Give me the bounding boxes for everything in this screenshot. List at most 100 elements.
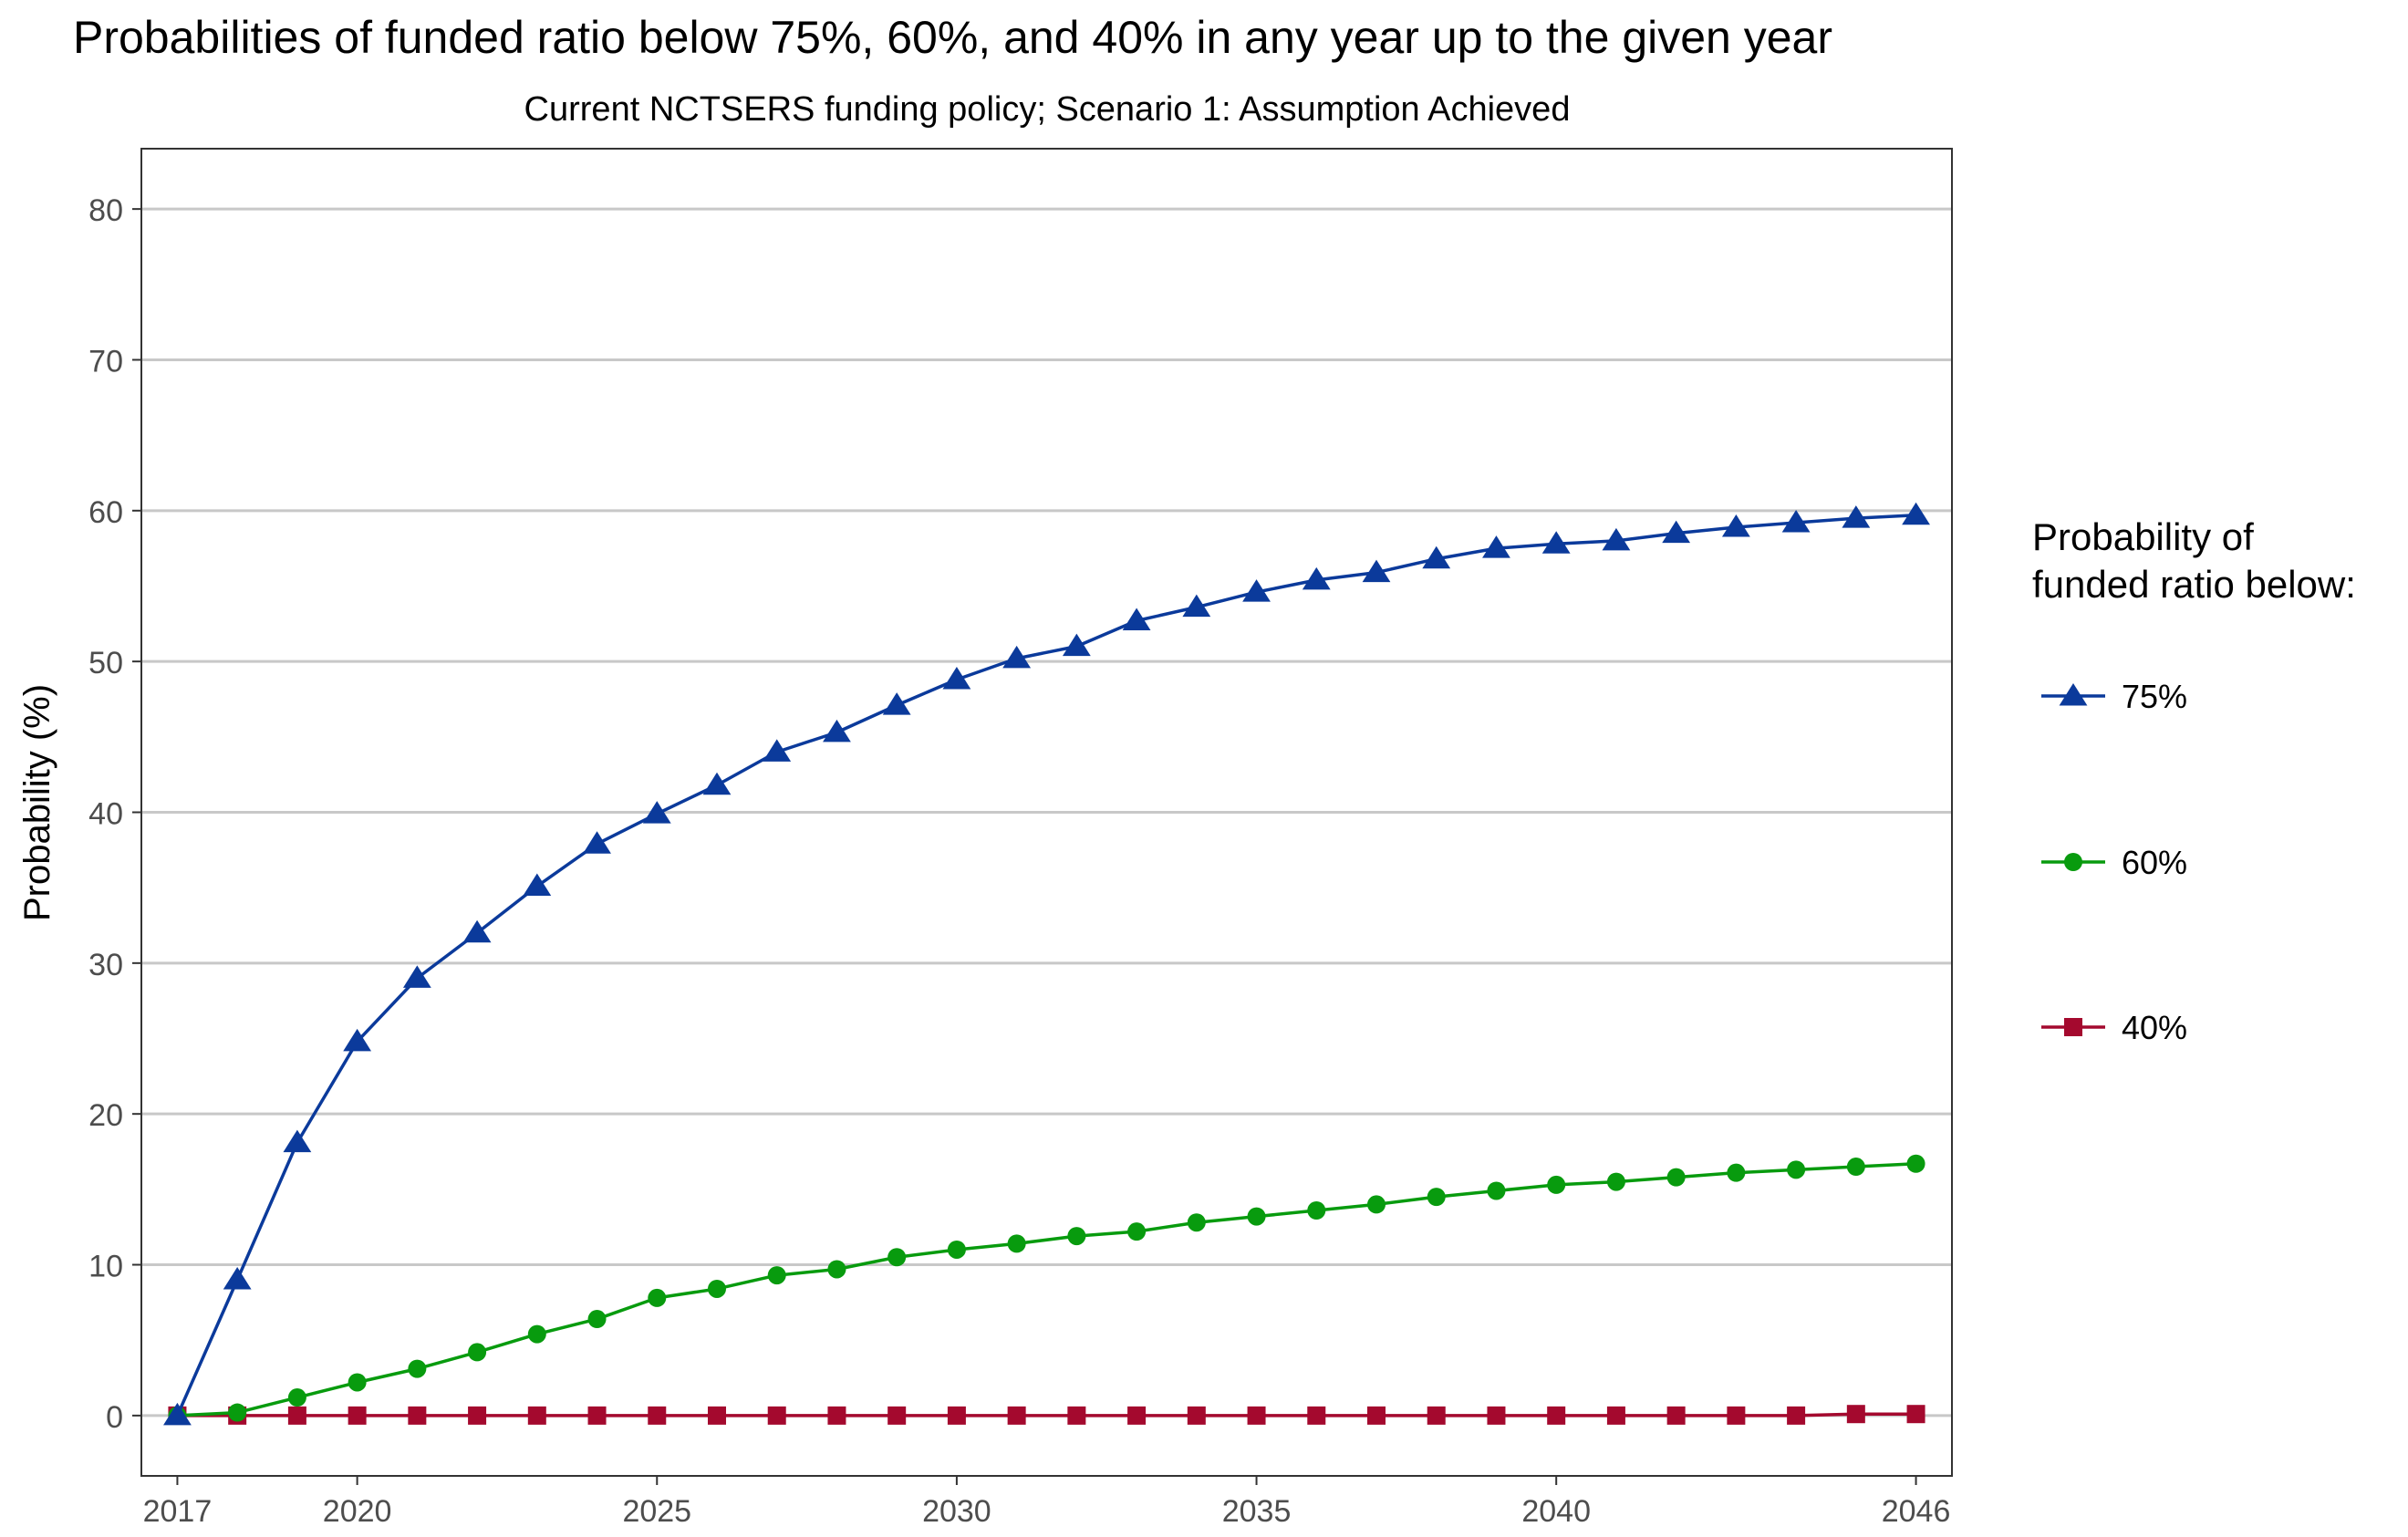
data-point <box>1187 1213 1206 1232</box>
y-tick-label: 70 <box>88 344 123 379</box>
data-point <box>1906 1154 1925 1173</box>
data-point <box>348 1406 367 1425</box>
data-point <box>1482 535 1510 558</box>
chart-subtitle: Current NCTSERS funding policy; Scenario… <box>524 90 1571 129</box>
data-point <box>1247 1406 1266 1425</box>
data-point <box>402 965 431 988</box>
data-point <box>1902 502 1930 525</box>
data-point <box>408 1359 427 1378</box>
data-point <box>1547 1406 1566 1425</box>
data-point <box>583 831 611 854</box>
data-point <box>1906 1405 1925 1424</box>
y-tick-label: 20 <box>88 1098 123 1133</box>
legend-entry-60pct: 60% <box>2041 844 2187 881</box>
x-tick-label: 2017 <box>143 1494 213 1529</box>
series-line <box>175 514 1916 1417</box>
data-point <box>823 719 851 743</box>
data-point <box>1067 1406 1086 1425</box>
data-point <box>523 873 552 897</box>
data-point <box>1127 1406 1147 1425</box>
y-tick-label: 80 <box>88 193 123 228</box>
data-point <box>468 1406 487 1425</box>
data-point <box>1721 514 1750 537</box>
data-point <box>1062 633 1091 657</box>
y-tick-label: 0 <box>106 1400 123 1435</box>
data-point <box>1727 1163 1746 1182</box>
data-point <box>642 801 671 824</box>
data-point <box>707 1406 726 1425</box>
data-point <box>587 1310 607 1329</box>
data-point <box>763 739 792 762</box>
data-point <box>587 1406 607 1425</box>
y-tick-label: 60 <box>88 495 123 530</box>
data-point <box>1002 645 1032 669</box>
series-line <box>177 1412 1916 1418</box>
data-point <box>1242 579 1271 602</box>
data-point <box>1606 1172 1625 1191</box>
data-point <box>1602 527 1631 551</box>
data-point <box>827 1406 846 1425</box>
series-line <box>177 1161 1916 1418</box>
legend-entry-75pct: 75% <box>2041 678 2187 715</box>
x-tick-label: 2025 <box>622 1494 691 1529</box>
data-point <box>1781 510 1811 533</box>
data-point <box>1842 505 1871 528</box>
x-tick-label: 2040 <box>1521 1494 1591 1529</box>
data-point <box>942 667 971 690</box>
data-point <box>462 919 492 943</box>
data-point <box>648 1288 667 1307</box>
legend: Probability of funded ratio below: 75% 60% 4… <box>2032 515 2356 1046</box>
data-point <box>1007 1406 1026 1425</box>
data-point <box>767 1266 786 1285</box>
data-point <box>1547 1175 1566 1194</box>
data-point <box>287 1406 306 1425</box>
data-point <box>287 1388 306 1407</box>
data-point <box>228 1403 247 1422</box>
data-point <box>1487 1181 1506 1200</box>
data-point <box>882 692 911 715</box>
data-point <box>468 1343 487 1362</box>
legend-key-marker <box>2064 853 2082 871</box>
chart-title: Probabilities of funded ratio below 75%,… <box>73 12 1832 63</box>
data-point <box>1182 594 1211 618</box>
data-point <box>827 1260 846 1279</box>
data-point <box>163 1402 192 1426</box>
series-75pct <box>163 502 1930 1426</box>
data-point <box>887 1248 907 1267</box>
data-point <box>1846 1405 1865 1424</box>
data-point <box>947 1406 966 1425</box>
data-point <box>1846 1158 1865 1177</box>
data-point <box>223 1267 252 1290</box>
data-point <box>1362 559 1391 583</box>
data-point <box>1666 1406 1686 1425</box>
data-point <box>1666 1168 1686 1187</box>
data-point <box>1367 1406 1386 1425</box>
data-point <box>1247 1207 1266 1226</box>
data-point <box>1662 520 1691 544</box>
legend-key-marker <box>2064 1018 2082 1036</box>
y-tick-label: 10 <box>88 1250 123 1284</box>
x-tick-label: 2030 <box>922 1494 991 1529</box>
data-point <box>527 1406 546 1425</box>
data-point <box>1187 1406 1206 1425</box>
data-point <box>1067 1227 1086 1246</box>
legend-key-marker <box>2059 683 2088 706</box>
data-point <box>947 1240 966 1259</box>
x-tick-label: 2046 <box>1882 1494 1951 1529</box>
data-point <box>1422 545 1451 569</box>
data-point <box>348 1373 367 1392</box>
legend-label: 75% <box>2122 678 2187 715</box>
legend-label: 60% <box>2122 844 2187 881</box>
data-point <box>1427 1188 1446 1207</box>
legend-label: 40% <box>2122 1009 2187 1046</box>
data-point <box>1127 1222 1147 1241</box>
data-point <box>1787 1160 1806 1179</box>
y-axis-label: Probability (%) <box>17 684 57 921</box>
y-tick-label: 40 <box>88 797 123 832</box>
y-tick-label: 50 <box>88 646 123 680</box>
data-point <box>1302 566 1331 590</box>
data-point <box>1606 1406 1625 1425</box>
